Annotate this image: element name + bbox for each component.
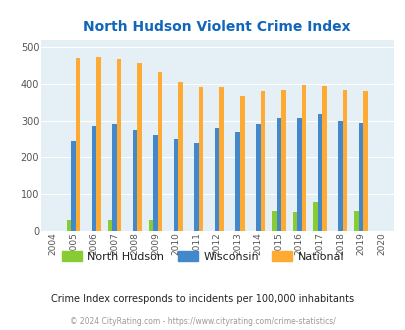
- Bar: [178, 82, 183, 231]
- Bar: [158, 72, 162, 231]
- Bar: [276, 118, 280, 231]
- Bar: [173, 139, 178, 231]
- Bar: [312, 202, 317, 231]
- Text: © 2024 CityRating.com - https://www.cityrating.com/crime-statistics/: © 2024 CityRating.com - https://www.city…: [70, 317, 335, 326]
- Bar: [137, 63, 141, 231]
- Bar: [362, 91, 367, 231]
- Bar: [153, 135, 158, 231]
- Bar: [296, 118, 301, 231]
- Bar: [342, 90, 346, 231]
- Bar: [260, 91, 264, 231]
- Bar: [219, 87, 224, 231]
- Title: North Hudson Violent Crime Index: North Hudson Violent Crime Index: [83, 20, 350, 34]
- Bar: [149, 220, 153, 231]
- Bar: [235, 132, 239, 231]
- Bar: [132, 130, 137, 231]
- Bar: [96, 56, 100, 231]
- Text: Crime Index corresponds to incidents per 100,000 inhabitants: Crime Index corresponds to incidents per…: [51, 294, 354, 304]
- Bar: [239, 96, 244, 231]
- Bar: [256, 123, 260, 231]
- Bar: [71, 141, 75, 231]
- Bar: [107, 220, 112, 231]
- Bar: [75, 58, 80, 231]
- Bar: [337, 121, 342, 231]
- Bar: [301, 84, 305, 231]
- Bar: [66, 220, 71, 231]
- Bar: [317, 114, 321, 231]
- Bar: [353, 212, 358, 231]
- Bar: [194, 143, 198, 231]
- Bar: [117, 59, 121, 231]
- Bar: [92, 126, 96, 231]
- Legend: North Hudson, Wisconsin, National: North Hudson, Wisconsin, National: [57, 247, 348, 267]
- Bar: [292, 212, 296, 231]
- Bar: [214, 128, 219, 231]
- Bar: [280, 90, 285, 231]
- Bar: [358, 123, 362, 231]
- Bar: [271, 211, 276, 231]
- Bar: [112, 123, 117, 231]
- Bar: [321, 86, 326, 231]
- Bar: [198, 87, 203, 231]
